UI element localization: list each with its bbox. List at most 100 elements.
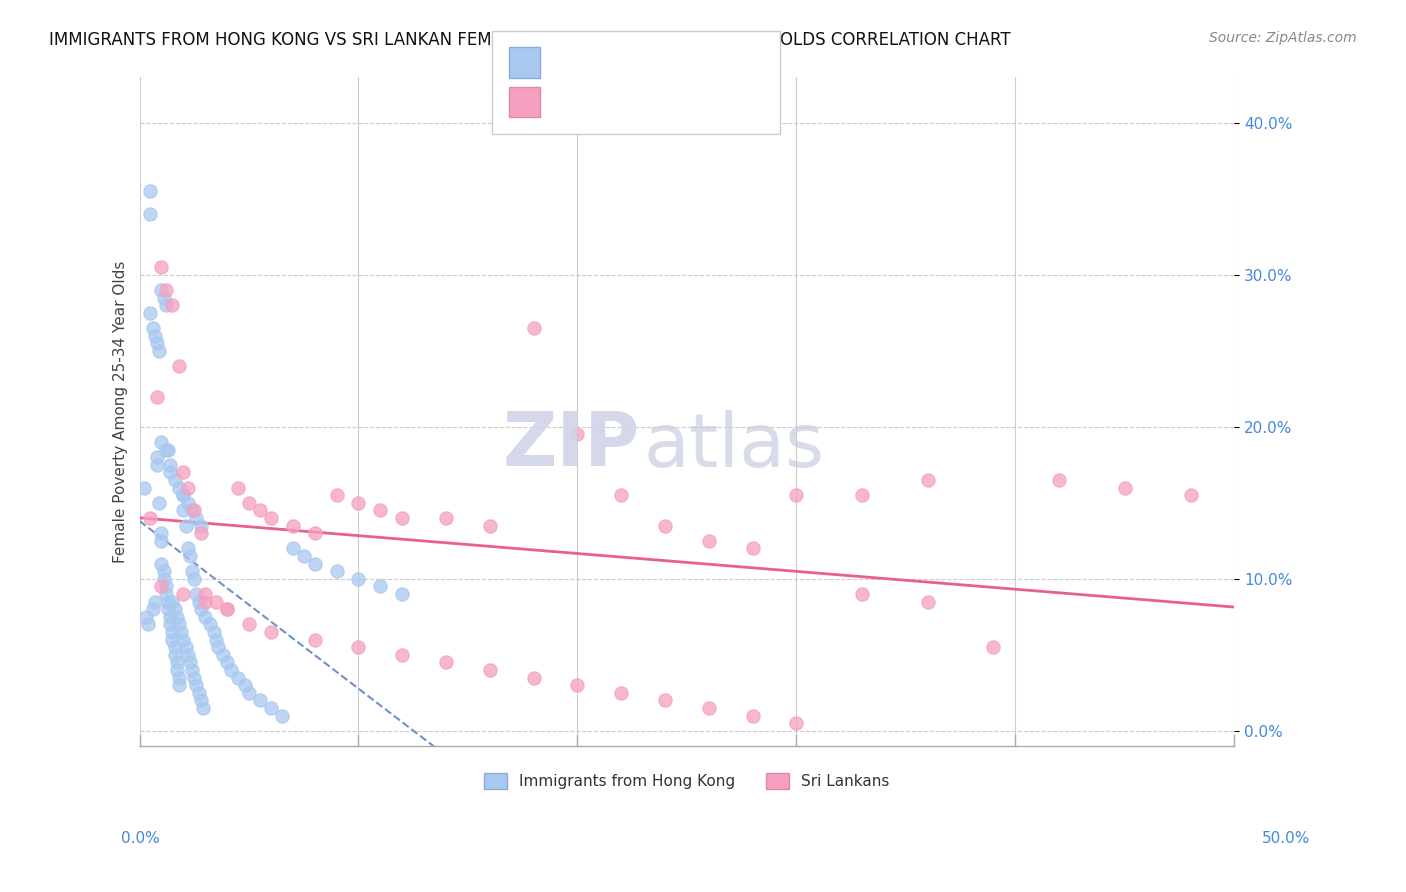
Point — [172, 488, 194, 502]
Point — [155, 298, 177, 312]
Point — [226, 481, 249, 495]
Point — [167, 359, 190, 373]
Text: atlas: atlas — [644, 409, 825, 483]
Point — [162, 625, 184, 640]
Text: 58: 58 — [673, 94, 695, 108]
Point — [170, 625, 193, 640]
Point — [1180, 488, 1202, 502]
Point — [152, 572, 174, 586]
Point — [249, 503, 271, 517]
Point — [270, 708, 292, 723]
Point — [183, 572, 205, 586]
Point — [347, 572, 370, 586]
Point — [741, 708, 763, 723]
Text: Source: ZipAtlas.com: Source: ZipAtlas.com — [1209, 31, 1357, 45]
Point — [167, 617, 190, 632]
Point — [172, 632, 194, 647]
Point — [167, 678, 190, 692]
Point — [163, 640, 186, 655]
Point — [249, 693, 271, 707]
Point — [917, 473, 939, 487]
Point — [146, 390, 169, 404]
Point — [163, 473, 186, 487]
Point — [150, 283, 173, 297]
Point — [567, 678, 589, 692]
Point — [238, 686, 260, 700]
Point — [567, 427, 589, 442]
Point — [132, 481, 155, 495]
Text: 0.221: 0.221 — [581, 53, 628, 67]
Point — [139, 185, 162, 199]
Point — [174, 640, 197, 655]
Point — [654, 518, 676, 533]
Point — [150, 526, 173, 541]
Point — [143, 594, 166, 608]
Text: 50.0%: 50.0% — [1263, 831, 1310, 846]
Point — [238, 617, 260, 632]
Point — [233, 678, 256, 692]
Point — [478, 518, 501, 533]
Point — [202, 625, 225, 640]
Point — [478, 663, 501, 677]
Point — [179, 549, 201, 563]
Point — [1114, 481, 1136, 495]
Point — [177, 541, 200, 556]
Point — [347, 496, 370, 510]
Point — [186, 678, 208, 692]
Point — [325, 488, 347, 502]
Point — [166, 663, 188, 677]
Point — [150, 533, 173, 548]
Point — [610, 686, 633, 700]
Point — [194, 594, 217, 608]
Point — [163, 648, 186, 662]
Point — [983, 640, 1005, 655]
Point — [167, 481, 190, 495]
Point — [177, 496, 200, 510]
Point — [260, 701, 283, 715]
Point — [162, 632, 184, 647]
Text: 95: 95 — [673, 53, 695, 67]
Point — [697, 533, 720, 548]
Point — [370, 579, 392, 593]
Point — [434, 656, 457, 670]
Point — [260, 511, 283, 525]
Point — [260, 625, 283, 640]
Point — [142, 321, 165, 335]
Point — [167, 671, 190, 685]
Point — [347, 640, 370, 655]
Point — [211, 648, 233, 662]
Point — [190, 693, 212, 707]
Point — [159, 610, 181, 624]
Point — [434, 511, 457, 525]
Text: R =: R = — [547, 53, 581, 67]
Point — [741, 541, 763, 556]
Point — [181, 663, 204, 677]
Point — [217, 602, 239, 616]
Point — [654, 693, 676, 707]
Point — [190, 526, 212, 541]
Point — [187, 594, 209, 608]
Point — [177, 481, 200, 495]
Point — [183, 503, 205, 517]
Point — [172, 466, 194, 480]
Point — [139, 511, 162, 525]
Point — [150, 435, 173, 450]
Point — [146, 450, 169, 465]
Point — [159, 617, 181, 632]
Point — [281, 541, 304, 556]
Point — [172, 587, 194, 601]
Point — [139, 207, 162, 221]
Point — [1047, 473, 1070, 487]
Point — [391, 587, 413, 601]
Point — [186, 511, 208, 525]
Point — [150, 579, 173, 593]
Point — [155, 579, 177, 593]
Point — [152, 291, 174, 305]
Point — [207, 640, 229, 655]
Point — [146, 458, 169, 472]
Point — [155, 587, 177, 601]
Point — [186, 587, 208, 601]
Point — [156, 442, 179, 457]
Text: IMMIGRANTS FROM HONG KONG VS SRI LANKAN FEMALE POVERTY AMONG 25-34 YEAR OLDS COR: IMMIGRANTS FROM HONG KONG VS SRI LANKAN … — [49, 31, 1011, 49]
Point — [179, 656, 201, 670]
